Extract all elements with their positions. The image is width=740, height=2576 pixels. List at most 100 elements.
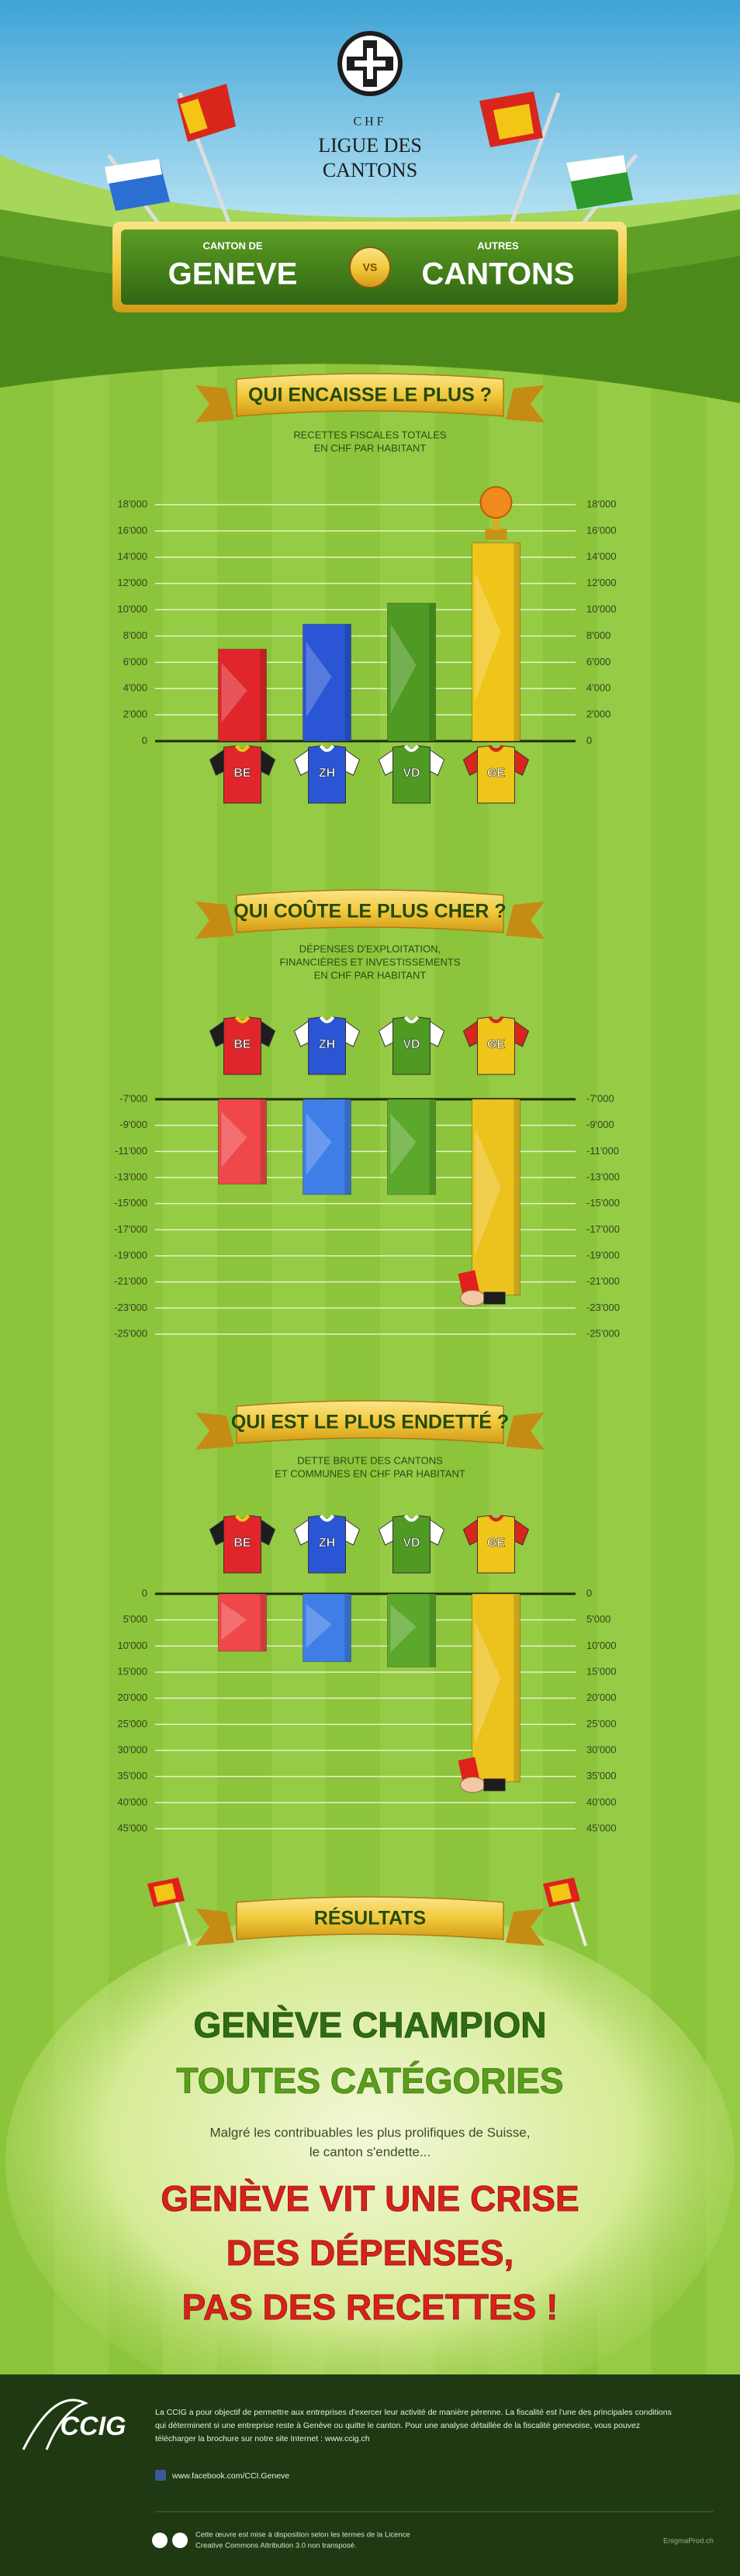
section-subtitle: DETTE BRUTE DES CANTONS [297, 1454, 443, 1466]
y-tick-label: -17'000 [114, 1223, 147, 1235]
y-tick-label: 10'000 [117, 1640, 147, 1651]
y-tick-label: 2'000 [123, 709, 147, 720]
y-tick-label: 14'000 [117, 550, 147, 562]
ribbon-tail [506, 902, 545, 939]
bar-side [429, 1594, 436, 1667]
footer-logo-swoosh [22, 2398, 88, 2450]
category-label: BE [233, 767, 251, 780]
y-tick-label: 25'000 [117, 1718, 147, 1729]
y-tick-label: 14'000 [586, 550, 617, 562]
conclusion: DES DÉPENSES, [226, 2233, 514, 2273]
y-tick-label: 4'000 [586, 682, 610, 694]
ribbon-tail [195, 902, 234, 939]
y-tick-label: 25'000 [586, 1718, 617, 1729]
logo-title: CANTONS [323, 159, 417, 181]
category-label: BE [233, 1536, 251, 1550]
bar-shine [221, 1602, 247, 1640]
y-tick-label: 0 [586, 1587, 592, 1598]
section-title: RÉSULTATS [314, 1907, 426, 1929]
y-tick-label: 20'000 [586, 1691, 617, 1703]
y-tick-label: -21'000 [586, 1275, 620, 1287]
ribbon-tail [506, 1909, 545, 1946]
bar-side [514, 1099, 520, 1295]
y-tick-label: -15'000 [586, 1197, 620, 1209]
section-subtitle: ET COMMUNES EN CHF PAR HABITANT [275, 1467, 465, 1479]
category-label: ZH [319, 767, 335, 780]
ribbon-tail [506, 385, 545, 422]
footer-logo: CCIG [61, 2412, 126, 2441]
y-tick-label: 40'000 [117, 1796, 147, 1808]
spotlight [5, 1907, 735, 2419]
banner-name: CANTONS [421, 257, 574, 291]
ribbon-tail [195, 1909, 234, 1946]
y-tick-label: -11'000 [115, 1145, 147, 1157]
bar [218, 1593, 267, 1652]
bar [303, 1593, 351, 1663]
y-tick-label: 15'000 [117, 1665, 147, 1677]
bar-shine [306, 641, 332, 718]
y-tick-label: 12'000 [586, 577, 617, 588]
pennant [549, 1883, 572, 1902]
jersey-collar [234, 1514, 251, 1522]
bar [303, 1098, 351, 1195]
y-tick-label: -17'000 [586, 1223, 620, 1235]
results-text: le canton s'endette... [309, 2144, 431, 2159]
bar-side [429, 1099, 436, 1195]
section-title: QUI EST LE PLUS ENDETTÉ ? [231, 1411, 509, 1433]
section-subtitle: RECETTES FISCALES TOTALES [293, 429, 447, 440]
conclusion: GENÈVE VIT UNE CRISE [161, 2178, 579, 2219]
y-tick-label: 4'000 [123, 682, 147, 694]
bar-shine [475, 1128, 501, 1256]
category-label: BE [233, 1038, 251, 1051]
footer-credit: EnigmaProd.ch [663, 2537, 714, 2546]
category-label: ZH [319, 1038, 335, 1051]
section-subtitle: EN CHF PAR HABITANT [314, 969, 427, 981]
footer-text: télécharger la brochure sur notre site I… [155, 2434, 370, 2443]
bar-side [344, 1594, 351, 1662]
bar [472, 1593, 520, 1782]
trophy-base [485, 529, 507, 540]
versus-badge [349, 247, 391, 288]
referee-sleeve [483, 1778, 506, 1791]
bar-shine [221, 663, 247, 723]
y-tick-label: 18'000 [117, 498, 147, 509]
trophy-stem [493, 516, 500, 531]
y-tick-label: 10'000 [117, 603, 147, 615]
y-tick-label: 18'000 [586, 498, 617, 509]
section-title: QUI COÛTE LE PLUS CHER ? [233, 899, 506, 922]
footer-link: www.facebook.com/CCI.Geneve [171, 2471, 289, 2481]
y-tick-label: 35'000 [117, 1770, 147, 1781]
referee-sleeve [483, 1291, 506, 1305]
referee-hand [460, 1290, 486, 1306]
category-label: GE [487, 767, 505, 780]
y-tick-label: -15'000 [114, 1197, 147, 1209]
jersey-collar [234, 744, 251, 752]
pennant [154, 1883, 176, 1902]
category-label: VD [403, 767, 420, 780]
jersey-collar [403, 744, 420, 752]
jersey-collar [319, 744, 335, 752]
cc-icon [172, 2533, 188, 2548]
jersey-collar [488, 744, 504, 752]
footer-license: Creative Commons Attribution 3.0 non tra… [195, 2542, 357, 2550]
y-tick-label: -13'000 [586, 1171, 620, 1182]
ribbon [236, 1400, 504, 1444]
bar-side [260, 1099, 267, 1185]
y-tick-label: 16'000 [586, 524, 617, 536]
bar [303, 623, 351, 742]
y-tick-label: 35'000 [586, 1770, 617, 1781]
y-tick-label: 8'000 [586, 629, 610, 641]
y-tick-label: 0 [142, 734, 147, 746]
bar [387, 1593, 436, 1667]
banner-name: GENEVE [168, 257, 298, 291]
y-tick-label: -9'000 [119, 1119, 147, 1130]
bar-side [514, 543, 520, 741]
y-tick-label: 45'000 [586, 1822, 617, 1833]
footer [0, 2374, 740, 2576]
jersey-collar [403, 1016, 420, 1023]
ribbon-tail [195, 385, 234, 422]
cc-icon [152, 2533, 168, 2548]
y-tick-label: -7'000 [586, 1092, 614, 1104]
bar-shine [475, 572, 501, 702]
jersey-collar [403, 1514, 420, 1522]
